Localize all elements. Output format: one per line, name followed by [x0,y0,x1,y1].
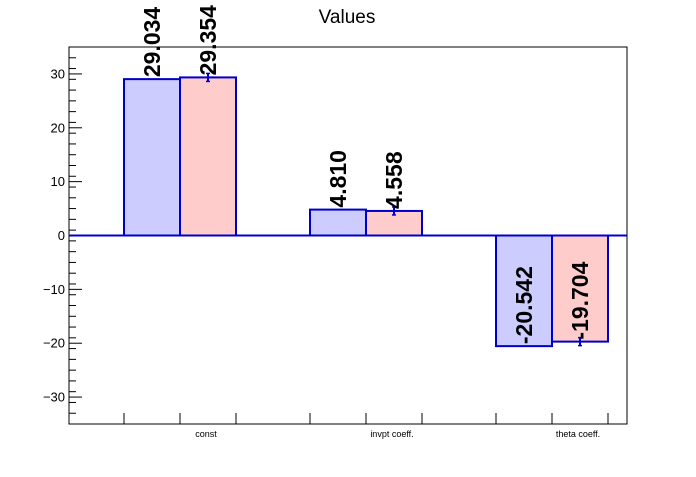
bars-layer [69,72,627,348]
labels-layer: 29.034 4.810 -20.542 29.354 4.558 -19.704 [139,5,593,344]
bar [123,78,181,237]
data-label: 29.354 [195,5,221,76]
y-tick-label: 20 [51,120,65,135]
data-label: 29.034 [139,7,165,78]
data-label: -19.704 [567,261,593,339]
y-tick-label: 0 [58,228,65,243]
y-tick-label: −20 [43,336,65,351]
y-tick-label: 10 [51,174,65,189]
data-label: 4.558 [381,151,407,209]
y-tick-label: −30 [43,390,65,405]
data-label: 4.810 [325,150,351,208]
bar [309,208,367,237]
data-label: -20.542 [511,266,537,344]
x-category-label: const [195,429,217,439]
x-category-label: theta coeff. [556,429,600,439]
chart-title: Values [319,7,376,28]
bar [179,76,237,237]
y-tick-label: −10 [43,282,65,297]
x-category-label: invpt coeff. [370,429,413,439]
y-tick-label: 30 [51,66,65,81]
axes-layer: −30 −20 −10 0 10 20 30 const invpt coeff. theta c… [43,46,609,439]
